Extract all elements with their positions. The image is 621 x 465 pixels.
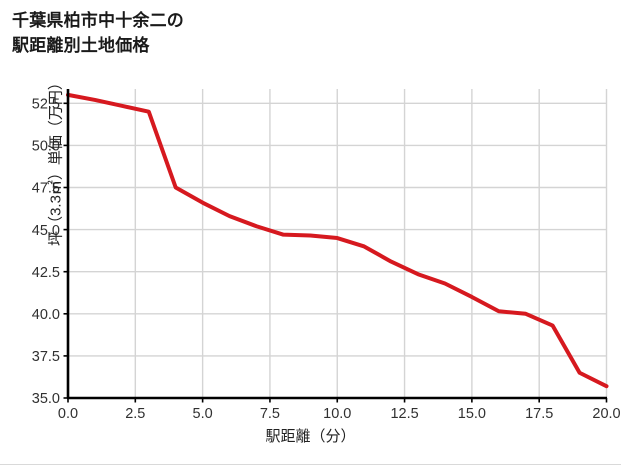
x-tick-label: 15.0 [458, 406, 486, 422]
x-tick-label: 20.0 [592, 406, 620, 422]
y-tick-label: 42.5 [32, 265, 60, 281]
x-tick-label: 10.0 [323, 406, 351, 422]
y-tick-label: 52.5 [32, 97, 60, 113]
x-tick-label: 5.0 [193, 406, 213, 422]
y-tick-label: 47.5 [32, 181, 60, 197]
y-tick-label: 45.0 [32, 223, 60, 239]
x-tick-label: 0.0 [58, 406, 78, 422]
y-tick-label: 50.0 [32, 139, 60, 155]
y-tick-label: 37.5 [32, 349, 60, 365]
y-axis-title: 坪（3.3㎡）単価（万円） [47, 75, 65, 246]
y-tick-label: 35.0 [32, 391, 60, 407]
x-tick-labels-group: 0.0 2.5 5.0 7.5 10.0 12.5 15.0 17.5 20.0 [58, 406, 621, 422]
x-tick-label: 2.5 [125, 406, 145, 422]
y-tick-label: 40.0 [32, 307, 60, 323]
y-tick-labels-group: 35.0 37.5 40.0 42.5 45.0 47.5 50.0 52.5 [32, 97, 60, 408]
chart-title: 千葉県柏市中十余二の 駅距離別土地価格 [12, 11, 184, 55]
x-axis-title: 駅距離（分） [265, 428, 356, 445]
x-tick-label: 12.5 [390, 406, 418, 422]
x-tick-label: 17.5 [525, 406, 553, 422]
tick-marks-group [63, 102, 608, 403]
data-series-line [66, 92, 609, 389]
x-tick-label: 7.5 [260, 406, 280, 422]
gridlines-group [68, 89, 608, 399]
